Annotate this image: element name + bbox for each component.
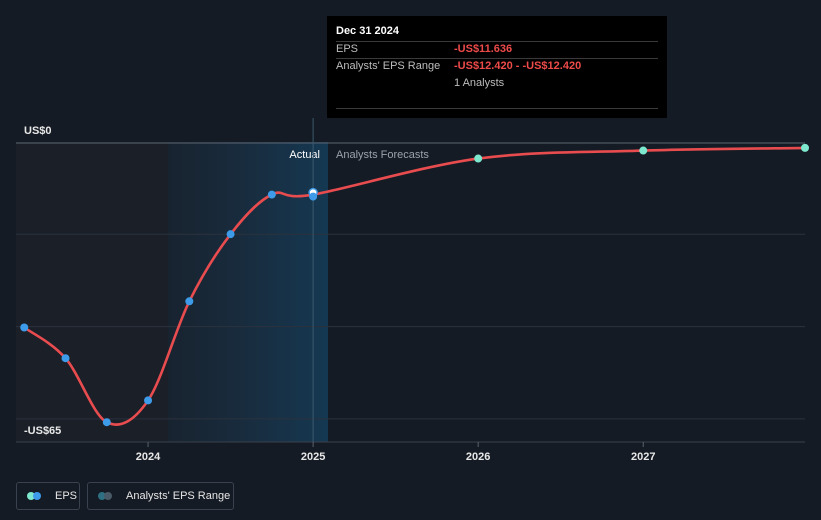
eps-actual-point[interactable] bbox=[185, 297, 194, 306]
x-tick-label: 2024 bbox=[136, 451, 161, 463]
eps-forecast-point[interactable] bbox=[801, 143, 809, 152]
eps-actual-point[interactable] bbox=[61, 354, 70, 363]
y-tick-label-top: US$0 bbox=[24, 125, 52, 137]
eps-forecast-point[interactable] bbox=[639, 146, 648, 155]
tooltip-eps-label: EPS bbox=[336, 43, 359, 55]
actual-band bbox=[168, 142, 328, 442]
gridlines bbox=[16, 142, 805, 420]
x-tick-label: 2025 bbox=[301, 451, 325, 463]
eps-points bbox=[20, 143, 809, 427]
eps-actual-point[interactable] bbox=[144, 396, 153, 405]
y-tick-label-bottom: -US$65 bbox=[24, 425, 61, 437]
range-legend-icon bbox=[98, 491, 120, 501]
tooltip-eps-value: -US$11.636 bbox=[454, 43, 513, 55]
legend-eps-label: EPS bbox=[55, 490, 78, 502]
eps-actual-point[interactable] bbox=[20, 323, 29, 332]
region-label-forecast: Analysts Forecasts bbox=[336, 149, 429, 161]
x-tick-label: 2027 bbox=[631, 451, 655, 463]
tooltip-divider bbox=[336, 58, 658, 59]
eps-tooltip: Dec 31 2024 EPS -US$11.636 Analysts' EPS… bbox=[327, 16, 667, 118]
eps-actual-point[interactable] bbox=[226, 230, 235, 239]
tooltip-analysts-count: 1 Analysts bbox=[454, 77, 505, 89]
x-tick-label: 2026 bbox=[466, 451, 490, 463]
eps-forecast-point[interactable] bbox=[474, 154, 483, 163]
tooltip-range-value: -US$12.420 - -US$12.420 bbox=[454, 60, 582, 72]
tooltip-divider bbox=[336, 108, 658, 109]
tooltip-divider bbox=[336, 41, 658, 42]
eps-actual-point[interactable] bbox=[102, 418, 111, 427]
pre-actual-band bbox=[16, 142, 168, 442]
eps-actual-point[interactable] bbox=[267, 190, 276, 199]
legend-analysts-range[interactable]: Analysts' EPS Range bbox=[87, 482, 234, 510]
region-label-actual: Actual bbox=[289, 149, 320, 161]
highlighted-point bbox=[309, 192, 318, 201]
tooltip-range-label: Analysts' EPS Range bbox=[336, 60, 441, 72]
eps-legend-icon bbox=[27, 491, 49, 501]
legend-range-label: Analysts' EPS Range bbox=[126, 490, 231, 502]
tooltip-date: Dec 31 2024 bbox=[336, 25, 399, 37]
x-ticks: 2024 2025 2026 2027 bbox=[136, 442, 655, 463]
legend-eps[interactable]: EPS bbox=[16, 482, 80, 510]
